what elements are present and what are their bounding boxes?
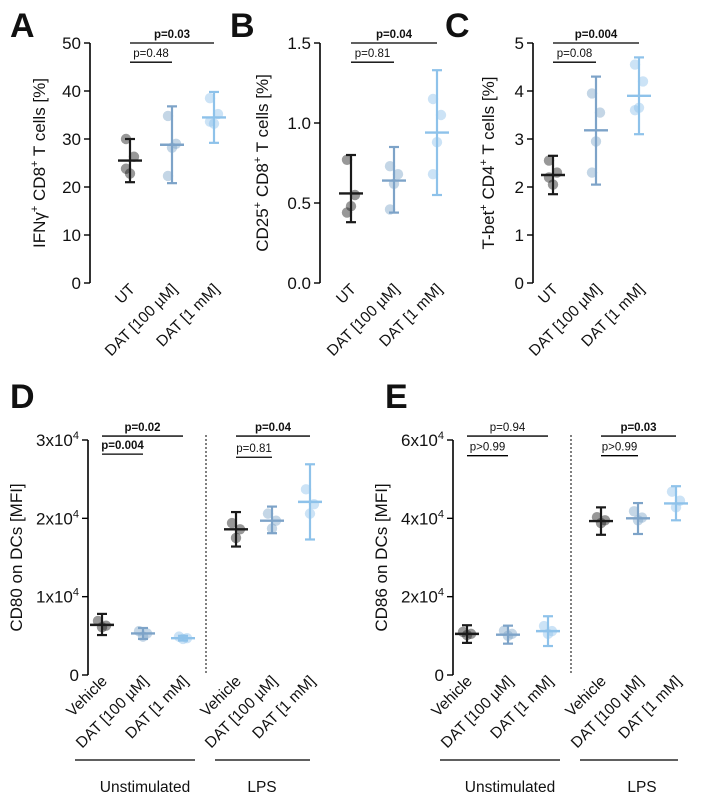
y-tick-label: 2x104 [36,508,79,528]
data-point [120,163,132,174]
p-value-label: p=0.08 [557,48,593,60]
data-point [427,169,439,180]
p-value-label: p=0.94 [490,422,526,434]
p-value-label: p>0.99 [470,442,506,454]
data-point [384,161,396,172]
y-tick-label: 6x104 [401,430,444,450]
y-axis-title: CD86 on DCs [MFI] [372,483,391,631]
p-value-label: p=0.81 [355,48,391,60]
y-tick-label: 10 [62,226,81,245]
data-point [262,508,274,519]
y-tick-label: 0 [70,666,79,685]
data-point [392,169,404,180]
data-point [538,620,550,632]
p-value-label: p=0.04 [255,422,292,434]
group-label: Unstimulated [465,779,555,796]
data-point [498,625,510,636]
y-axis-title: T-bet+ CD4+ T cells [%] [478,77,498,250]
data-point [666,486,678,497]
panel-letter: E [385,378,408,416]
p-value-label: p=0.48 [133,48,169,60]
x-category-label: UT [333,280,360,307]
group-label: LPS [247,779,276,796]
y-axis-title: CD25+ CD8+ T cells [%] [252,74,272,252]
data-point [204,93,216,104]
panel-letter: B [230,7,255,45]
data-point [427,93,439,105]
group-label: Unstimulated [100,779,190,796]
data-point [543,155,555,166]
y-tick-label: 40 [62,82,81,101]
y-tick-label: 1x104 [36,587,79,607]
p-value-label: p=0.03 [154,29,190,41]
data-point [629,105,641,116]
data-point [435,109,447,121]
p-value-label: p=0.02 [124,422,160,434]
data-point [591,511,603,523]
p-value-label: p=0.04 [376,29,413,41]
y-tick-label: 1 [515,226,524,245]
panel-letter: C [445,7,470,45]
data-point [586,167,598,178]
x-category-label: UT [112,280,139,307]
data-point [92,615,104,627]
panel-letter: D [10,378,35,416]
y-tick-label: 30 [62,130,81,149]
y-tick-label: 0.5 [287,194,311,213]
y-tick-label: 1.0 [287,114,311,133]
y-tick-label: 5 [515,34,524,53]
data-point [628,506,640,517]
y-tick-label: 0 [435,666,444,685]
group-label: LPS [627,779,656,796]
y-axis-title: IFNγ+ CD8+ T cells [%] [29,78,49,248]
data-point [204,116,216,127]
y-tick-label: 0 [72,274,81,293]
p-value-label: p>0.99 [602,442,638,454]
data-point [629,59,641,70]
y-tick-label: 20 [62,178,81,197]
y-tick-label: 2x104 [401,587,444,607]
y-tick-label: 1.5 [287,34,311,53]
data-point [341,207,353,218]
p-value-label: p=0.03 [620,422,656,434]
data-point [162,170,174,182]
data-point [226,517,238,529]
y-tick-label: 2 [515,178,524,197]
data-point [594,107,606,118]
y-tick-label: 3x104 [36,430,79,450]
p-value-label: p=0.81 [236,443,272,455]
data-point [300,484,312,495]
y-tick-label: 3 [515,130,524,149]
y-tick-label: 4 [515,82,524,101]
x-category-label: UT [535,280,562,307]
p-value-label: p=0.004 [101,440,144,452]
p-value-label: p=0.004 [575,29,618,41]
data-point [162,110,174,122]
y-axis-title: CD80 on DCs [MFI] [7,483,26,631]
y-tick-label: 0.0 [287,274,311,293]
y-tick-label: 4x104 [401,508,444,528]
data-point [637,76,649,87]
data-point [128,151,140,162]
panel-letter: A [10,7,35,45]
data-point [341,154,353,165]
data-point [586,88,598,99]
y-tick-label: 50 [62,34,81,53]
y-tick-label: 0 [515,274,524,293]
